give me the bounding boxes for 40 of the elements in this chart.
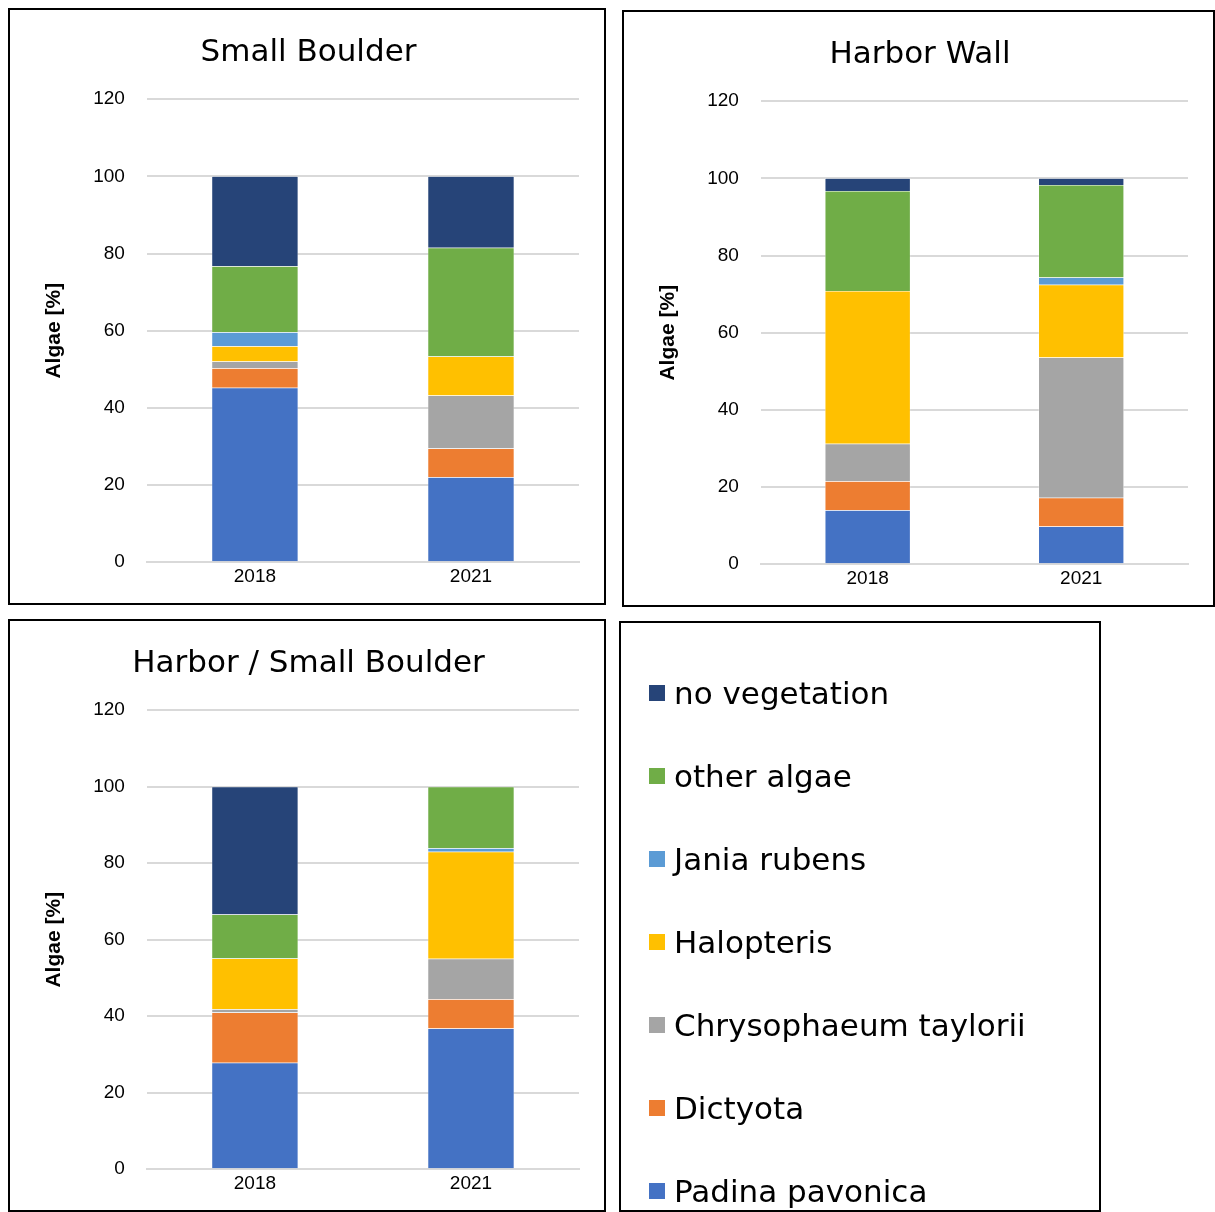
y-tick-label: 100: [93, 164, 125, 186]
y-tick-label: 80: [717, 243, 739, 265]
chart-title: Harbor / Small Boulder: [132, 642, 486, 679]
y-tick-label: 80: [103, 241, 125, 263]
legend-label: other algae: [674, 757, 852, 794]
x-tick-label: 2018: [846, 566, 889, 588]
y-tick-label: 20: [717, 475, 739, 497]
x-tick-label: 2021: [449, 1171, 493, 1193]
x-tick-label: 2021: [1060, 566, 1103, 588]
x-tick-label: 2018: [233, 564, 277, 586]
chart-title: Small Boulder: [200, 31, 417, 68]
y-axis-title: Algae [%]: [41, 282, 65, 379]
y-tick-label: 0: [114, 1157, 125, 1179]
y-tick-label: 20: [103, 473, 125, 495]
y-axis-title: Algae [%]: [655, 284, 679, 381]
y-tick-label: 120: [93, 87, 125, 109]
y-tick-label: 0: [114, 550, 125, 572]
y-tick-label: 100: [93, 774, 125, 796]
y-tick-label: 120: [93, 698, 125, 720]
y-tick-label: 40: [103, 1004, 125, 1026]
x-tick-label: 2021: [449, 564, 493, 586]
legend-label: no vegetation: [674, 674, 890, 711]
legend-label: Dictyota: [674, 1089, 805, 1126]
y-tick-label: 20: [103, 1080, 125, 1102]
y-tick-label: 100: [707, 166, 739, 188]
legend-label: Jania rubens: [674, 840, 867, 877]
y-tick-label: 60: [103, 318, 125, 340]
y-tick-label: 60: [717, 320, 739, 342]
y-tick-label: 0: [728, 552, 739, 574]
x-tick-label: 2018: [233, 1171, 277, 1193]
y-axis-title: Algae [%]: [41, 891, 65, 988]
legend-label: Padina pavonica: [674, 1172, 928, 1209]
y-tick-label: 60: [103, 927, 125, 949]
y-tick-label: 80: [103, 851, 125, 873]
y-tick-label: 120: [707, 89, 739, 111]
legend-label: Chrysophaeum taylorii: [674, 1006, 1026, 1043]
y-tick-label: 40: [717, 398, 739, 420]
legend-label: Halopteris: [674, 923, 833, 960]
chart-title: Harbor Wall: [829, 33, 1011, 70]
y-tick-label: 40: [103, 396, 125, 418]
